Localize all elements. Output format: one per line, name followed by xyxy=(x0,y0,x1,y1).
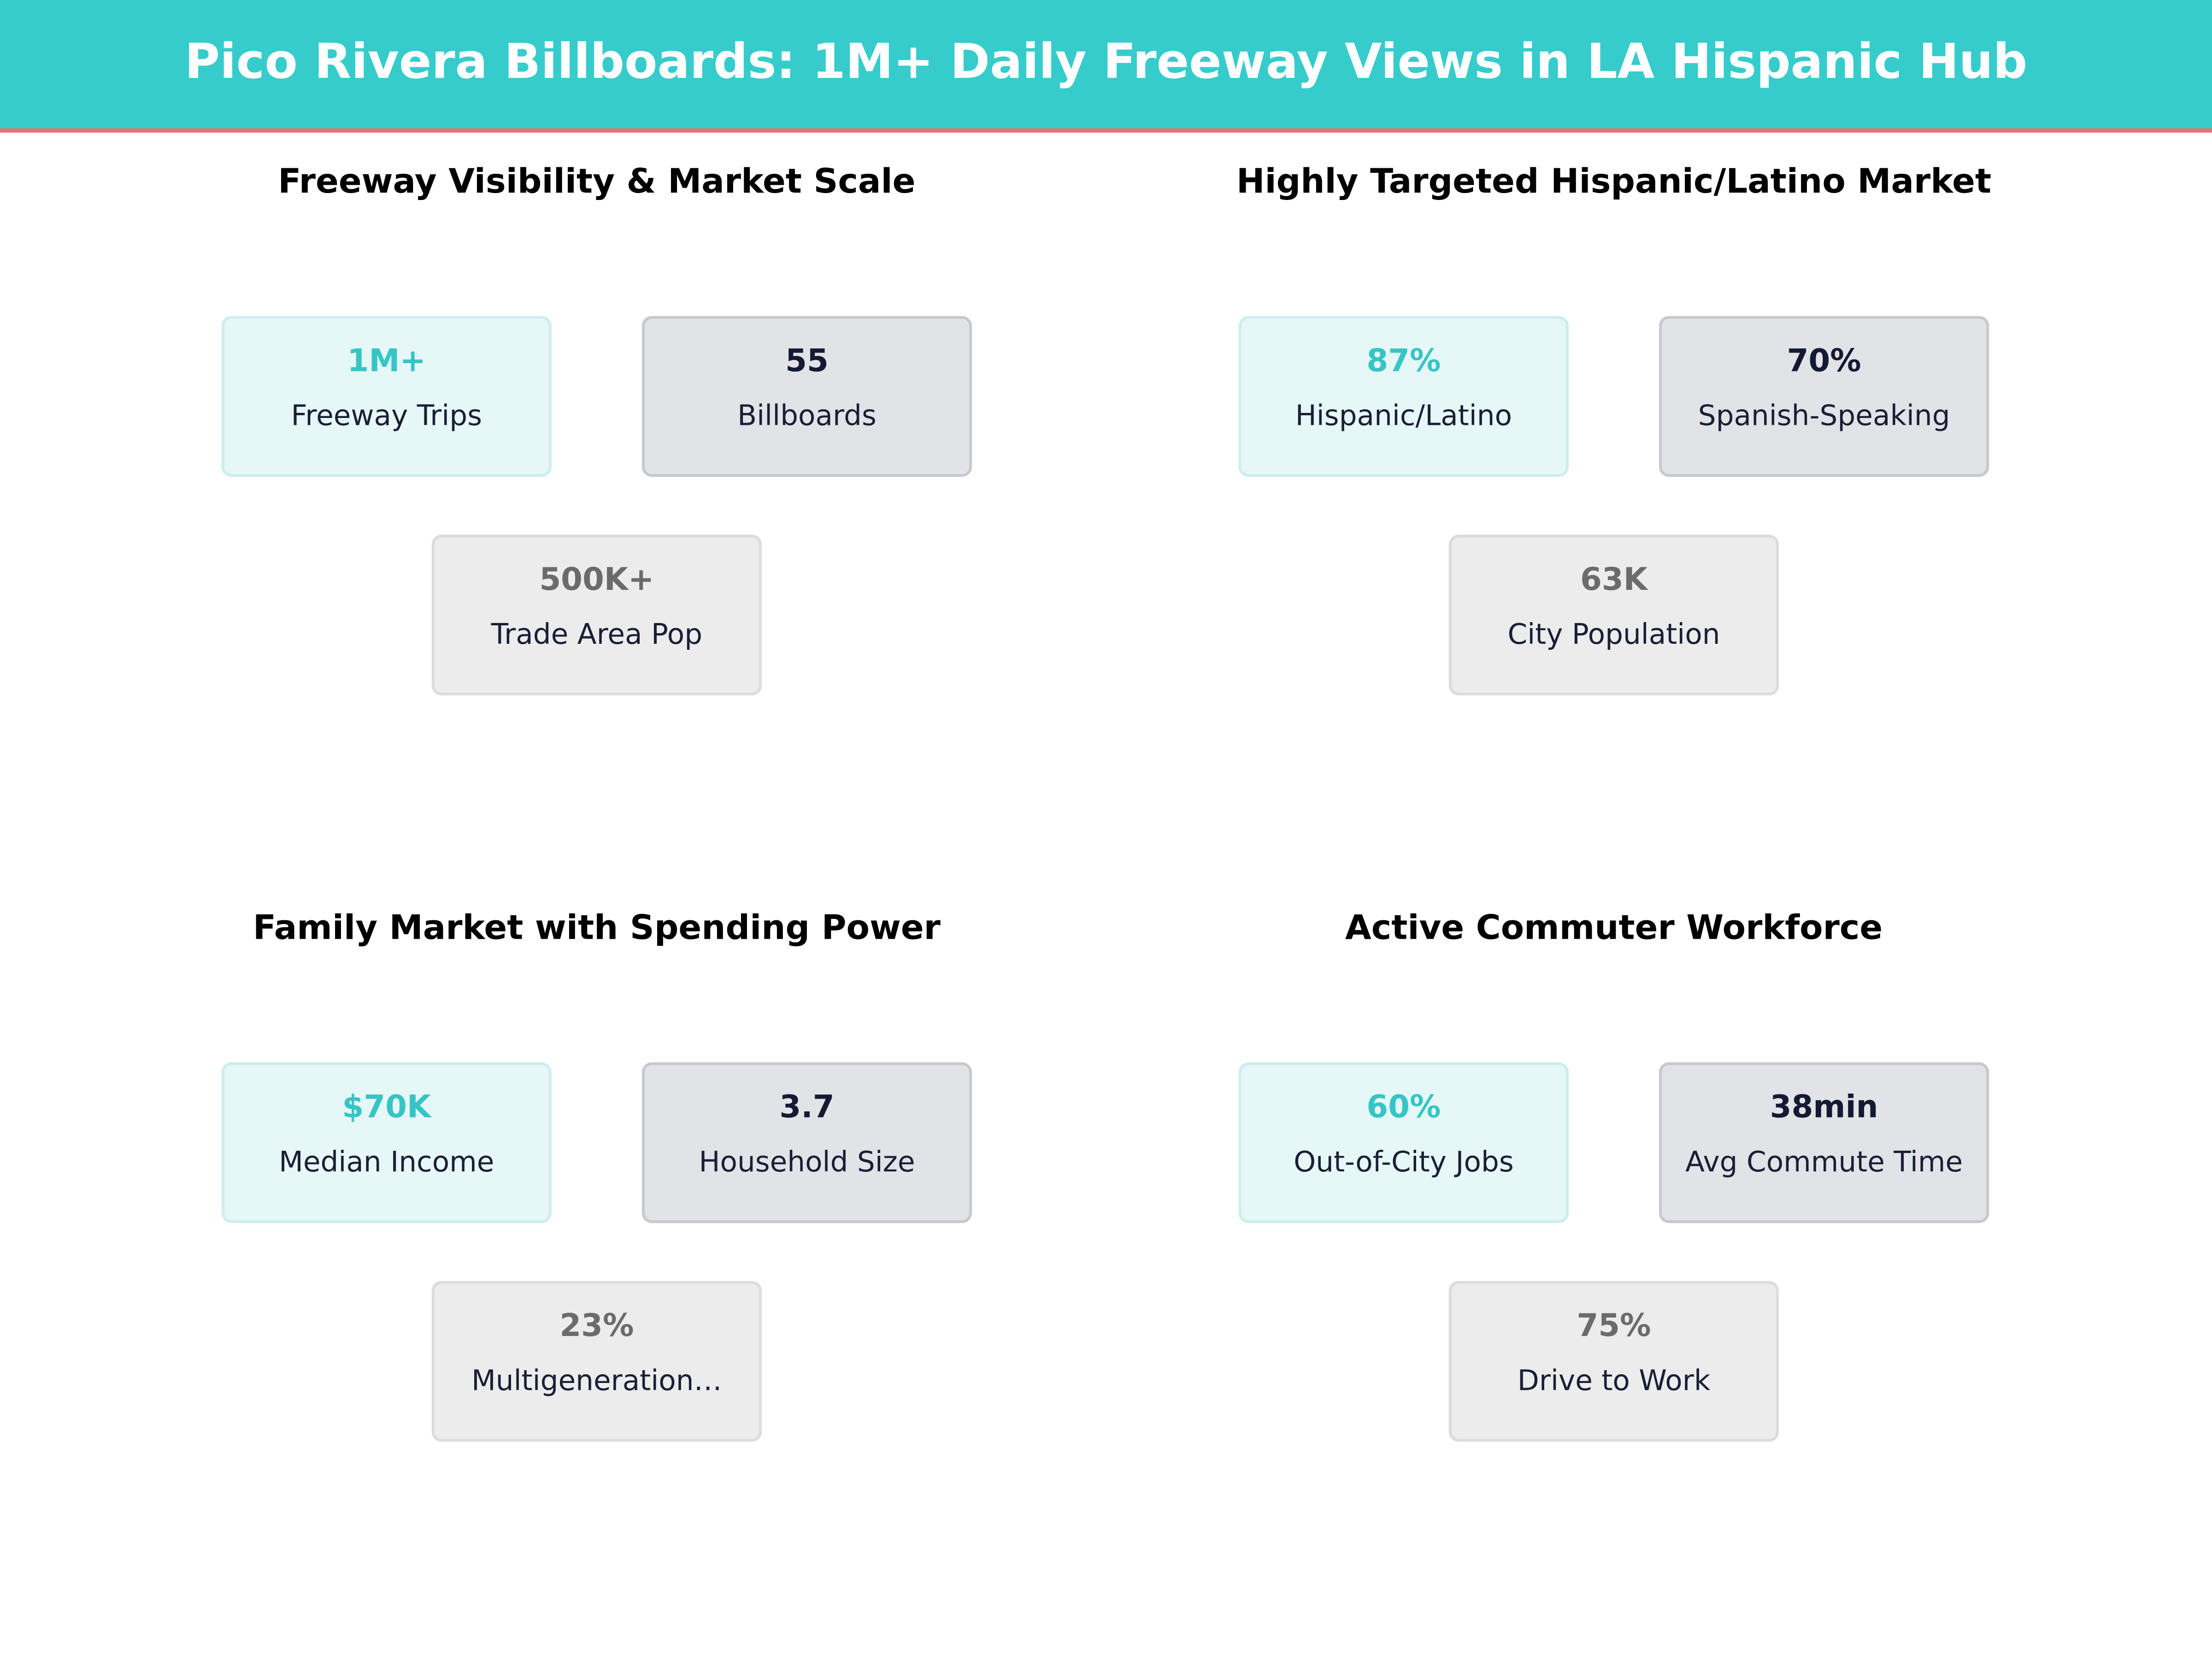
metric-value: 500K+ xyxy=(539,561,654,597)
metric-value: $70K xyxy=(342,1088,432,1125)
metric-card xyxy=(641,316,972,477)
metric-label: Billboards xyxy=(737,400,877,432)
header-rule xyxy=(0,128,2212,133)
metric-label: Hispanic/Latino xyxy=(1295,400,1512,432)
metric-value: 55 xyxy=(785,342,829,378)
metric-card xyxy=(1448,1281,1779,1442)
metric-label: Spanish-Speaking xyxy=(1698,400,1950,432)
panel-title: Freeway Visibility & Market Scale xyxy=(278,162,915,201)
metric-label: City Population xyxy=(1507,618,1720,651)
metric-label: Household Size xyxy=(699,1146,915,1178)
metric-label: Median Income xyxy=(279,1146,494,1178)
metric-value: 75% xyxy=(1577,1307,1651,1343)
metric-card xyxy=(431,535,762,696)
metric-label: Trade Area Pop xyxy=(491,618,702,651)
metric-label: Avg Commute Time xyxy=(1685,1146,1963,1178)
metric-card xyxy=(221,1062,552,1224)
panel-title: Active Commuter Workforce xyxy=(1345,908,1883,947)
panel-title: Family Market with Spending Power xyxy=(253,908,941,947)
metric-value: 60% xyxy=(1366,1088,1441,1125)
metric-card xyxy=(431,1281,762,1442)
metric-card xyxy=(221,316,552,477)
panel-title: Highly Targeted Hispanic/Latino Market xyxy=(1236,162,1991,201)
header-band xyxy=(0,0,2212,130)
metric-card xyxy=(1659,1062,1989,1224)
metric-label: Multigeneration… xyxy=(471,1365,722,1397)
metric-value: 63K xyxy=(1580,561,1649,597)
metric-value: 23% xyxy=(559,1307,634,1343)
page-title: Pico Rivera Billboards: 1M+ Daily Freewa… xyxy=(185,33,2028,89)
metric-card xyxy=(1659,316,1989,477)
metric-label: Drive to Work xyxy=(1518,1365,1711,1397)
metric-value: 1M+ xyxy=(347,342,426,378)
metric-value: 87% xyxy=(1366,342,1441,378)
metric-value: 38min xyxy=(1770,1088,1878,1125)
metric-card xyxy=(1238,1062,1569,1224)
metric-card xyxy=(1448,535,1779,696)
metric-value: 70% xyxy=(1787,342,1861,378)
metric-card xyxy=(641,1062,972,1224)
metric-card xyxy=(1238,316,1569,477)
metric-label: Freeway Trips xyxy=(291,400,482,432)
metric-value: 3.7 xyxy=(779,1088,834,1125)
metric-label: Out-of-City Jobs xyxy=(1294,1146,1514,1178)
